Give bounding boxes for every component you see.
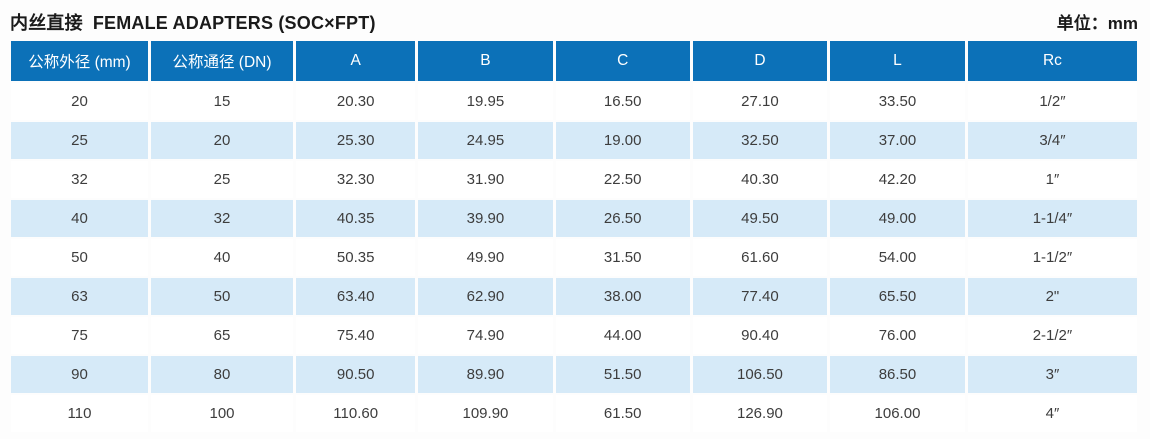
title-bar: 内丝直接 FEMALE ADAPTERS (SOC×FPT) 单位：mm xyxy=(0,0,1150,35)
table-cell: 19.00 xyxy=(555,122,690,159)
table-cell: 24.95 xyxy=(418,122,553,159)
table-cell: 75.40 xyxy=(296,317,416,354)
table-cell: 49.90 xyxy=(418,239,553,276)
table-cell: 49.00 xyxy=(830,200,965,237)
table-cell: 62.90 xyxy=(418,278,553,315)
table-cell: 25 xyxy=(11,122,149,159)
table-cell: 65.50 xyxy=(830,278,965,315)
table-row: 63 50 63.40 62.90 38.00 77.40 65.50 2" xyxy=(11,278,1137,315)
table-cell: 86.50 xyxy=(830,356,965,393)
table-cell: 49.50 xyxy=(692,200,828,237)
table-cell: 126.90 xyxy=(692,395,828,432)
column-header: 公称外径 (mm) xyxy=(11,41,149,81)
table-cell: 20 xyxy=(11,83,149,120)
table-cell: 2-1/2″ xyxy=(967,317,1137,354)
table-cell: 50 xyxy=(11,239,149,276)
table-cell: 90 xyxy=(11,356,149,393)
table-cell: 80 xyxy=(151,356,293,393)
table-cell: 110 xyxy=(11,395,149,432)
table-cell: 61.60 xyxy=(692,239,828,276)
unit-label: 单位：mm xyxy=(1056,14,1138,33)
table-cell: 61.50 xyxy=(555,395,690,432)
column-header: Rc xyxy=(967,41,1137,81)
table-cell: 89.90 xyxy=(418,356,553,393)
column-header: A xyxy=(296,41,416,81)
table-row: 50 40 50.35 49.90 31.50 61.60 54.00 1-1/2″ xyxy=(11,239,1137,276)
page-title-en: FEMALE ADAPTERS (SOC×FPT) xyxy=(92,13,376,33)
table-cell: 1-1/4″ xyxy=(967,200,1137,237)
table-header-row: 公称外径 (mm) 公称通径 (DN) A B C D L Rc xyxy=(11,41,1137,81)
table-cell: 40 xyxy=(11,200,149,237)
table-cell: 63.40 xyxy=(296,278,416,315)
table-row: 32 25 32.30 31.90 22.50 40.30 42.20 1″ xyxy=(11,161,1137,198)
column-header: B xyxy=(418,41,553,81)
table-cell: 39.90 xyxy=(418,200,553,237)
table-cell: 106.50 xyxy=(692,356,828,393)
table-row: 25 20 25.30 24.95 19.00 32.50 37.00 3/4″ xyxy=(11,122,1137,159)
table-cell: 65 xyxy=(151,317,293,354)
table-cell: 25.30 xyxy=(296,122,416,159)
table-cell: 22.50 xyxy=(555,161,690,198)
table-cell: 110.60 xyxy=(296,395,416,432)
table-cell: 1/2″ xyxy=(967,83,1137,120)
table-cell: 100 xyxy=(151,395,293,432)
table-cell: 77.40 xyxy=(692,278,828,315)
table-row: 40 32 40.35 39.90 26.50 49.50 49.00 1-1/4″ xyxy=(11,200,1137,237)
spec-table: 公称外径 (mm) 公称通径 (DN) A B C D L Rc 20 15 20.30 19.95… xyxy=(8,39,1140,434)
table-row: 20 15 20.30 19.95 16.50 27.10 33.50 1/2″ xyxy=(11,83,1137,120)
table-cell: 54.00 xyxy=(830,239,965,276)
table-cell: 32 xyxy=(151,200,293,237)
table-cell: 109.90 xyxy=(418,395,553,432)
table-cell: 50.35 xyxy=(296,239,416,276)
table-cell: 1-1/2″ xyxy=(967,239,1137,276)
table-cell: 32.50 xyxy=(692,122,828,159)
table-cell: 90.40 xyxy=(692,317,828,354)
page-title: 内丝直接 FEMALE ADAPTERS (SOC×FPT) xyxy=(10,9,376,35)
table-cell: 38.00 xyxy=(555,278,690,315)
table-cell: 19.95 xyxy=(418,83,553,120)
column-header: C xyxy=(555,41,690,81)
table-cell: 20.30 xyxy=(296,83,416,120)
table-cell: 33.50 xyxy=(830,83,965,120)
table-cell: 37.00 xyxy=(830,122,965,159)
table-cell: 31.50 xyxy=(555,239,690,276)
column-header: 公称通径 (DN) xyxy=(151,41,293,81)
table-cell: 20 xyxy=(151,122,293,159)
column-header: D xyxy=(692,41,828,81)
table-cell: 51.50 xyxy=(555,356,690,393)
table-cell: 63 xyxy=(11,278,149,315)
table-cell: 40.35 xyxy=(296,200,416,237)
table-cell: 75 xyxy=(11,317,149,354)
table-cell: 3/4″ xyxy=(967,122,1137,159)
table-cell: 44.00 xyxy=(555,317,690,354)
table-cell: 26.50 xyxy=(555,200,690,237)
table-cell: 25 xyxy=(151,161,293,198)
table-body: 20 15 20.30 19.95 16.50 27.10 33.50 1/2″ 25 20 25.… xyxy=(11,83,1137,432)
column-header: L xyxy=(830,41,965,81)
table-cell: 1″ xyxy=(967,161,1137,198)
table-row: 75 65 75.40 74.90 44.00 90.40 76.00 2-1/2″ xyxy=(11,317,1137,354)
table-cell: 4″ xyxy=(967,395,1137,432)
table-cell: 50 xyxy=(151,278,293,315)
table-cell: 74.90 xyxy=(418,317,553,354)
table-cell: 32 xyxy=(11,161,149,198)
table-cell: 27.10 xyxy=(692,83,828,120)
table-cell: 15 xyxy=(151,83,293,120)
table-cell: 32.30 xyxy=(296,161,416,198)
table-row: 110 100 110.60 109.90 61.50 126.90 106.00 4″ xyxy=(11,395,1137,432)
table-cell: 31.90 xyxy=(418,161,553,198)
table-cell: 106.00 xyxy=(830,395,965,432)
table-cell: 90.50 xyxy=(296,356,416,393)
page-title-zh: 内丝直接 xyxy=(10,13,83,33)
table-cell: 40 xyxy=(151,239,293,276)
table-cell: 16.50 xyxy=(555,83,690,120)
table-cell: 2" xyxy=(967,278,1137,315)
table-cell: 76.00 xyxy=(830,317,965,354)
table-cell: 42.20 xyxy=(830,161,965,198)
table-cell: 40.30 xyxy=(692,161,828,198)
table-row: 90 80 90.50 89.90 51.50 106.50 86.50 3″ xyxy=(11,356,1137,393)
table-cell: 3″ xyxy=(967,356,1137,393)
